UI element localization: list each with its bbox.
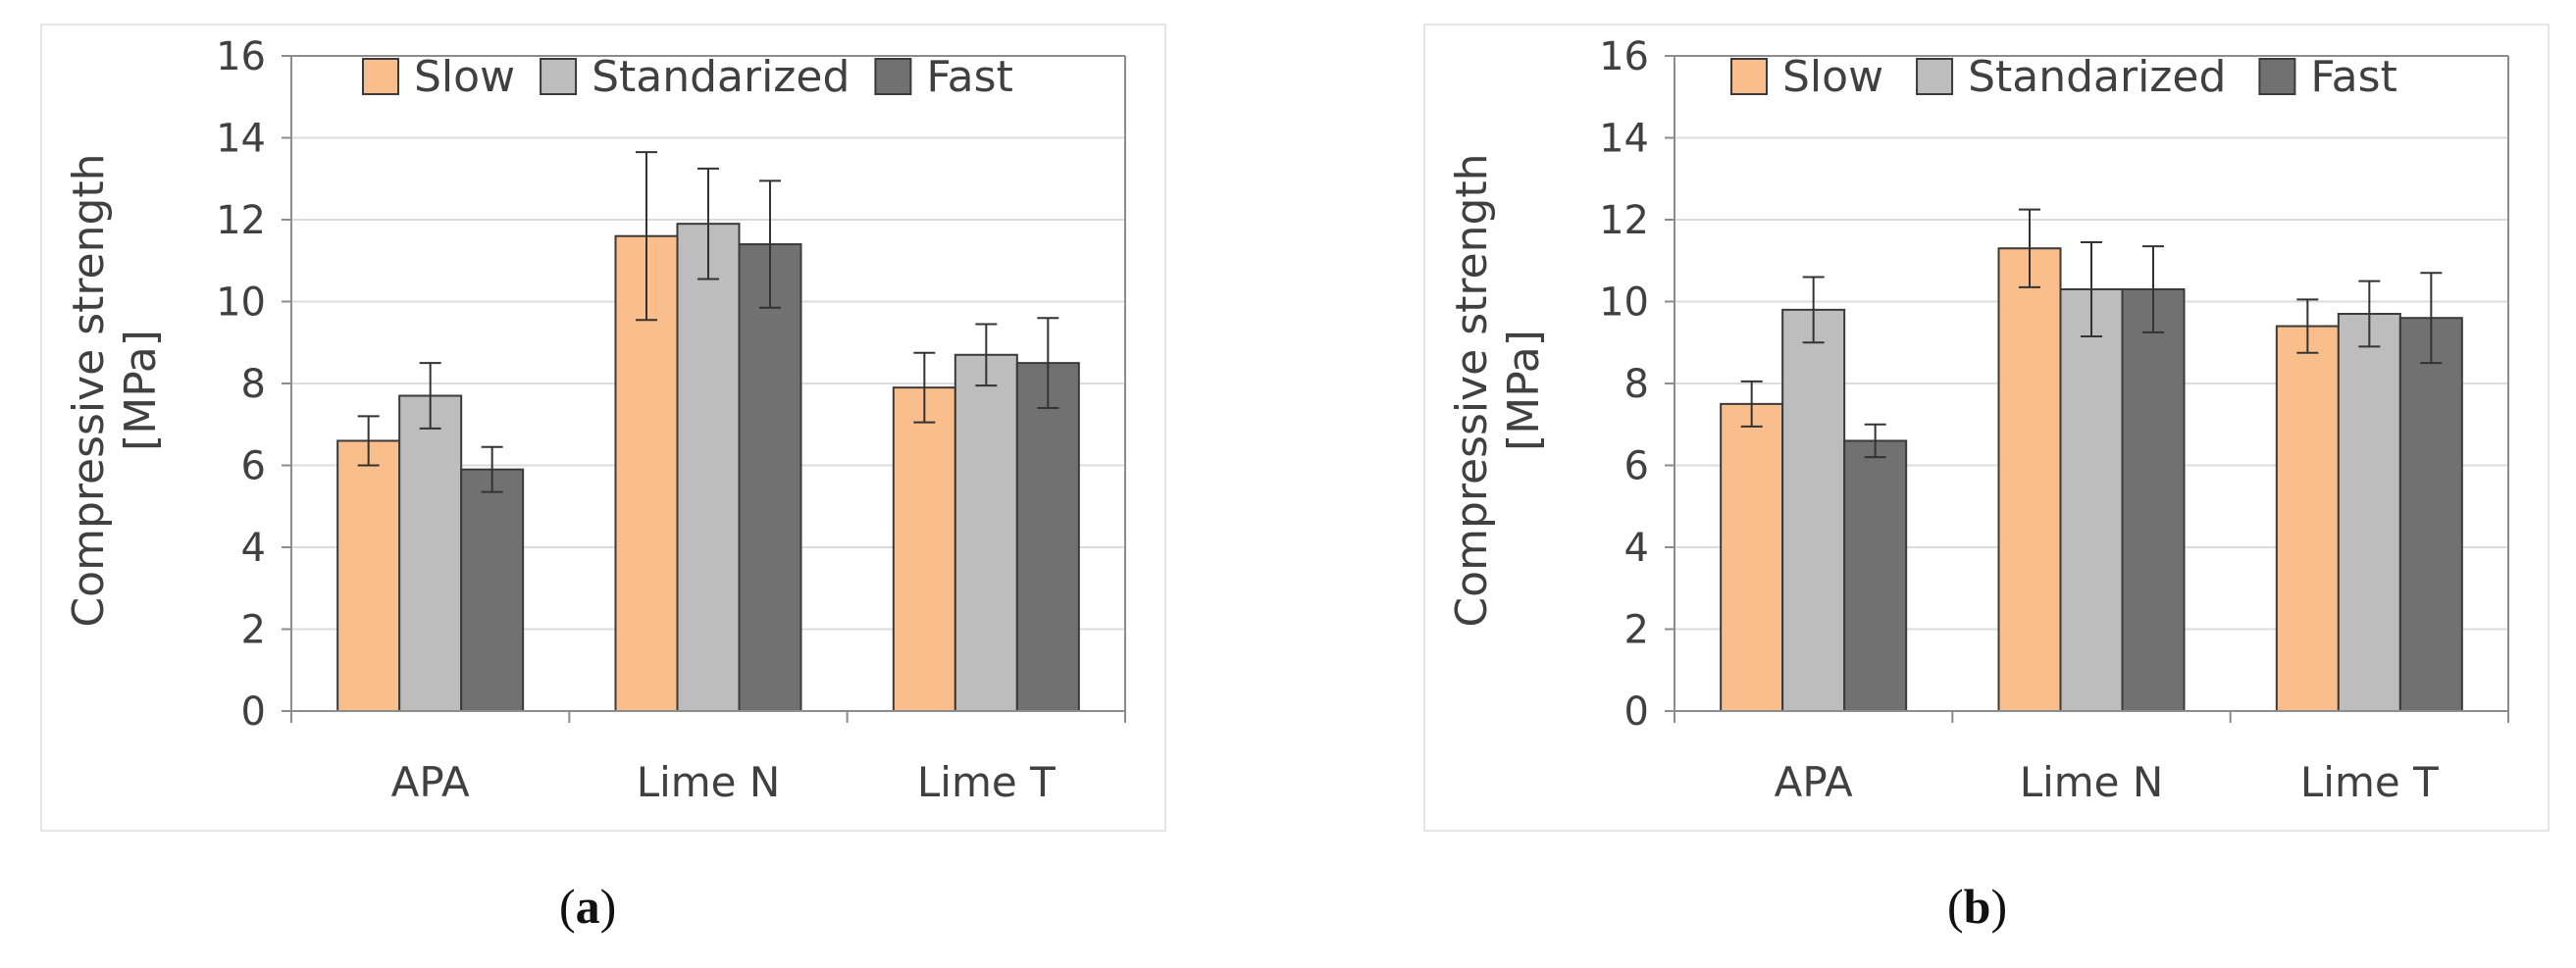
chart-b-ytick-label: 16: [1599, 34, 1649, 79]
chart-b-ytick-label: 2: [1624, 608, 1649, 653]
chart-a-legend-swatch-fast: [874, 58, 912, 95]
chart-b-svg: 0 2 4 6 8 10 12 14 16 APA Lime N Lime T Compressive …: [1423, 24, 2550, 832]
chart-b-legend-swatch-standarized: [1916, 58, 1954, 95]
caption-a-label: a: [575, 879, 600, 934]
chart-b-bar-slow: [1720, 402, 1784, 712]
chart-a-legend-label-fast: Fast: [926, 52, 1012, 102]
chart-b-legend-swatch-fast: [2258, 58, 2296, 95]
chart-b-ytick-label: 10: [1599, 280, 1649, 326]
chart-panel-b: 0 2 4 6 8 10 12 14 16 APA Lime N Lime T Compressive …: [1383, 0, 2560, 847]
chart-b-legend-label-slow: Slow: [1782, 52, 1883, 102]
chart-a-ytick-label: 0: [241, 689, 266, 735]
chart-a-bar-fast: [460, 468, 525, 712]
chart-a-ytick-label: 16: [216, 34, 266, 79]
chart-b-bar-fast: [2121, 287, 2186, 712]
chart-b-bar-standarized: [2337, 313, 2401, 712]
chart-a-ytick-label: 2: [241, 608, 266, 653]
chart-b-ytick-label: 8: [1624, 362, 1649, 407]
chart-panel-a: 0 2 4 6 8 10 12 14 16 APA Lime N Lime T Compressive …: [0, 0, 1177, 847]
chart-a-category-label: Lime N: [637, 758, 781, 806]
chart-b-category-label: Lime T: [2300, 758, 2439, 806]
chart-a-ylabel: [MPa]: [116, 330, 166, 451]
chart-a-ytick-label: 10: [216, 280, 266, 326]
chart-a-ytick-label: 8: [241, 362, 266, 407]
chart-a-legend-swatch-standarized: [540, 58, 578, 95]
caption-a: (a): [559, 879, 617, 934]
chart-b-ytick-label: 6: [1624, 444, 1649, 489]
chart-b-bar-fast: [2398, 317, 2463, 712]
chart-a-bar-slow: [892, 386, 956, 712]
caption-b-label: b: [1963, 879, 1991, 934]
chart-a-legend-label-standarized: Standarized: [592, 52, 850, 102]
chart-b-legend-label-standarized: Standarized: [1968, 52, 2226, 102]
chart-a-bar-fast: [738, 243, 802, 713]
chart-a-bar-slow: [336, 439, 401, 712]
chart-a-bar-standarized: [953, 353, 1018, 712]
chart-a-ylabel: Compressive strength: [64, 153, 114, 627]
chart-a-ytick-label: 12: [216, 198, 266, 243]
chart-a-category-label: APA: [391, 758, 470, 806]
chart-b-bar-fast: [1843, 439, 1908, 712]
chart-b-bar-standarized: [2059, 287, 2124, 712]
chart-a-category-label: Lime T: [917, 758, 1056, 806]
chart-b-ylabel: [MPa]: [1499, 330, 1549, 451]
chart-a-svg: 0 2 4 6 8 10 12 14 16 APA Lime N Lime T Compressive …: [40, 24, 1166, 832]
chart-a-legend-swatch-slow: [362, 58, 399, 95]
chart-b-bar-slow: [2275, 325, 2340, 712]
chart-a-ytick-label: 14: [216, 117, 266, 162]
chart-a-bar-fast: [1015, 362, 1080, 712]
chart-b-bar-slow: [1997, 247, 2062, 712]
caption-b: (b): [1947, 879, 2008, 934]
chart-b-legend-label-fast: Fast: [2310, 52, 2396, 102]
chart-a-bar-standarized: [398, 394, 463, 712]
chart-b-ytick-label: 12: [1599, 198, 1649, 243]
chart-b-ytick-label: 4: [1624, 526, 1649, 571]
chart-b-bar-standarized: [1781, 308, 1846, 712]
chart-b-ytick-label: 0: [1624, 689, 1649, 735]
chart-b-category-label: Lime N: [2020, 758, 2164, 806]
chart-b-legend-swatch-slow: [1730, 58, 1768, 95]
chart-a-legend-label-slow: Slow: [414, 52, 515, 102]
chart-b-ytick-label: 14: [1599, 117, 1649, 162]
chart-b-ylabel: Compressive strength: [1447, 153, 1497, 627]
chart-b-category-label: APA: [1775, 758, 1853, 806]
chart-a-ytick-label: 6: [241, 444, 266, 489]
chart-a-bar-standarized: [676, 223, 741, 713]
chart-a-ytick-label: 4: [241, 526, 266, 571]
